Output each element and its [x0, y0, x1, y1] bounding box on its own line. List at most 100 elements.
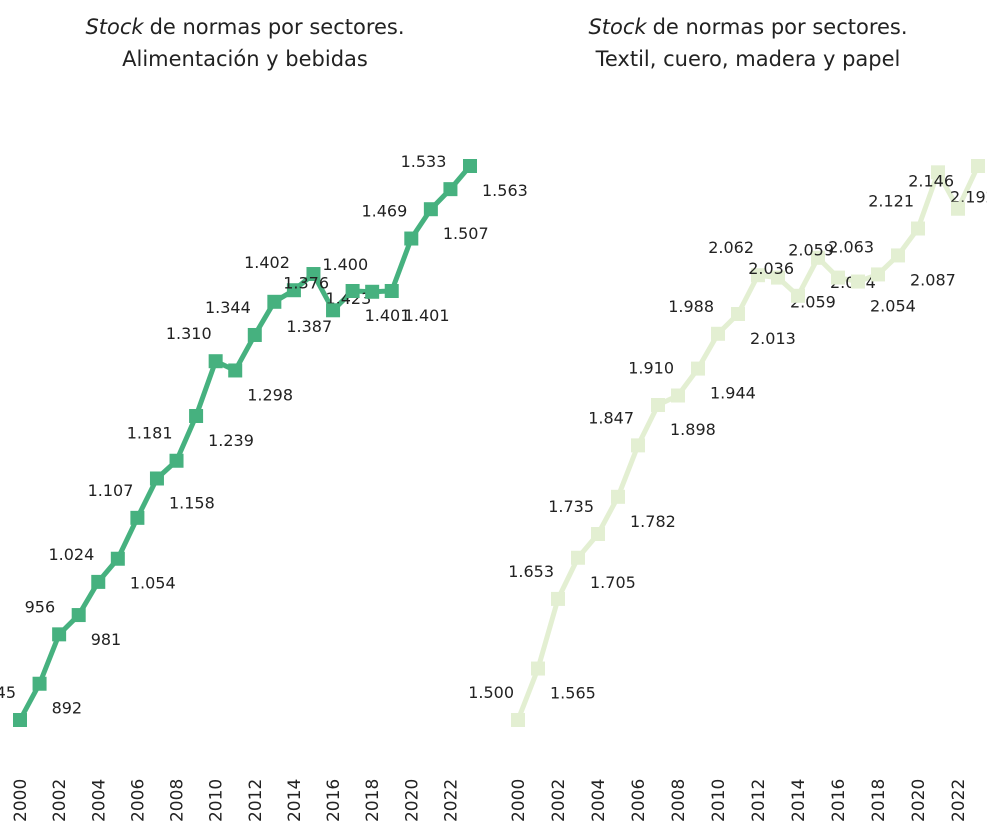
marker: [189, 408, 204, 423]
chart-subtitle: Textil, cuero, madera y papel: [595, 47, 901, 71]
data-label: 1.310: [166, 324, 212, 343]
data-label: 1.024: [48, 545, 94, 564]
data-label: 1.387: [286, 317, 332, 336]
data-label: 1.469: [361, 202, 407, 221]
marker: [228, 363, 243, 378]
marker: [91, 574, 106, 589]
x-tick-label: 2014: [285, 779, 305, 822]
data-label: 1.533: [401, 152, 447, 171]
data-label: 1.158: [169, 493, 215, 512]
marker: [971, 159, 985, 173]
marker: [463, 159, 477, 173]
data-label: 1.401: [404, 306, 450, 325]
marker: [169, 453, 184, 468]
x-tick-label: 2022: [949, 779, 969, 822]
marker: [791, 288, 805, 303]
marker: [851, 274, 865, 289]
data-label: 1.563: [482, 181, 528, 200]
marker: [52, 627, 67, 642]
marker: [531, 661, 545, 676]
marker: [871, 267, 885, 282]
x-tick-label: 2020: [402, 779, 422, 822]
data-label: 1.988: [668, 297, 714, 316]
chart: Stock de normas por sectores. Alimentación…: [0, 15, 528, 822]
data-label: 2.087: [910, 270, 956, 289]
marker: [891, 248, 905, 263]
x-tick-label: 2004: [89, 779, 109, 822]
chart-title: Stock de normas por sectores.: [85, 15, 404, 39]
data-label: 2.062: [708, 238, 754, 257]
data-label: 1.500: [468, 683, 514, 702]
marker: [208, 354, 223, 369]
data-label: 1.239: [208, 431, 254, 450]
marker: [365, 284, 380, 299]
data-label: 1.782: [630, 512, 676, 531]
marker: [831, 270, 845, 285]
data-label: 1.653: [508, 562, 554, 581]
marker: [511, 713, 525, 727]
chart-subtitle: Alimentación y bebidas: [122, 47, 368, 71]
marker: [731, 306, 745, 321]
marker: [711, 326, 725, 341]
data-label: 1.705: [590, 573, 636, 592]
x-tick-label: 2002: [549, 779, 569, 822]
marker: [931, 165, 945, 180]
x-tick-label: 2002: [50, 779, 70, 822]
chart-title: Stock de normas por sectores.: [588, 15, 907, 39]
marker: [611, 489, 625, 504]
title-rest: de normas por sectores.: [653, 15, 908, 39]
marker: [384, 283, 399, 298]
marker: [671, 388, 685, 403]
x-tick-label: 2018: [869, 779, 889, 822]
marker: [32, 676, 47, 691]
data-label: 1.400: [322, 255, 368, 274]
chart: Stock de normas por sectores. Textil, cuer…: [468, 15, 987, 822]
x-tick-label: 2016: [324, 779, 344, 822]
x-tick-label: 2006: [629, 779, 649, 822]
data-label: 1.898: [670, 420, 716, 439]
data-label: 1.054: [130, 574, 176, 593]
marker: [631, 438, 645, 453]
x-tick-label: 2010: [709, 779, 729, 822]
data-label: 2.054: [870, 297, 916, 316]
x-tick-label: 2022: [441, 779, 461, 822]
data-label: 981: [91, 630, 122, 649]
marker: [651, 398, 665, 413]
marker: [911, 221, 925, 236]
data-label: 2.146: [908, 172, 954, 191]
marker: [13, 713, 27, 727]
data-label: 845: [0, 683, 16, 702]
marker: [404, 231, 419, 246]
marker: [811, 250, 825, 265]
x-tick-label: 2006: [128, 779, 148, 822]
marker: [423, 202, 438, 217]
data-label: 1.344: [205, 298, 251, 317]
marker: [951, 201, 965, 216]
marker: [591, 527, 605, 542]
x-tick-label: 2016: [829, 779, 849, 822]
x-tick-label: 2014: [789, 779, 809, 822]
marker: [267, 294, 282, 309]
marker: [571, 550, 585, 565]
x-tick-label: 2008: [669, 779, 689, 822]
marker: [551, 591, 565, 606]
data-label: 2.063: [828, 237, 874, 256]
marker: [306, 267, 321, 282]
title-emphasis: Stock: [85, 15, 144, 39]
marker: [247, 327, 262, 342]
data-label: 1.298: [247, 385, 293, 404]
marker: [71, 608, 86, 623]
x-tick-label: 2010: [207, 779, 227, 822]
data-label: 2.192: [950, 187, 987, 206]
data-label: 1.910: [628, 359, 674, 378]
marker: [751, 268, 765, 283]
title-emphasis: Stock: [588, 15, 647, 39]
data-label: 1.401: [365, 306, 411, 325]
data-label: 2.036: [748, 259, 794, 278]
data-label: 1.376: [283, 273, 329, 292]
marker: [443, 182, 458, 197]
x-tick-label: 2020: [909, 779, 929, 822]
marker: [345, 283, 360, 298]
marker: [771, 270, 785, 285]
